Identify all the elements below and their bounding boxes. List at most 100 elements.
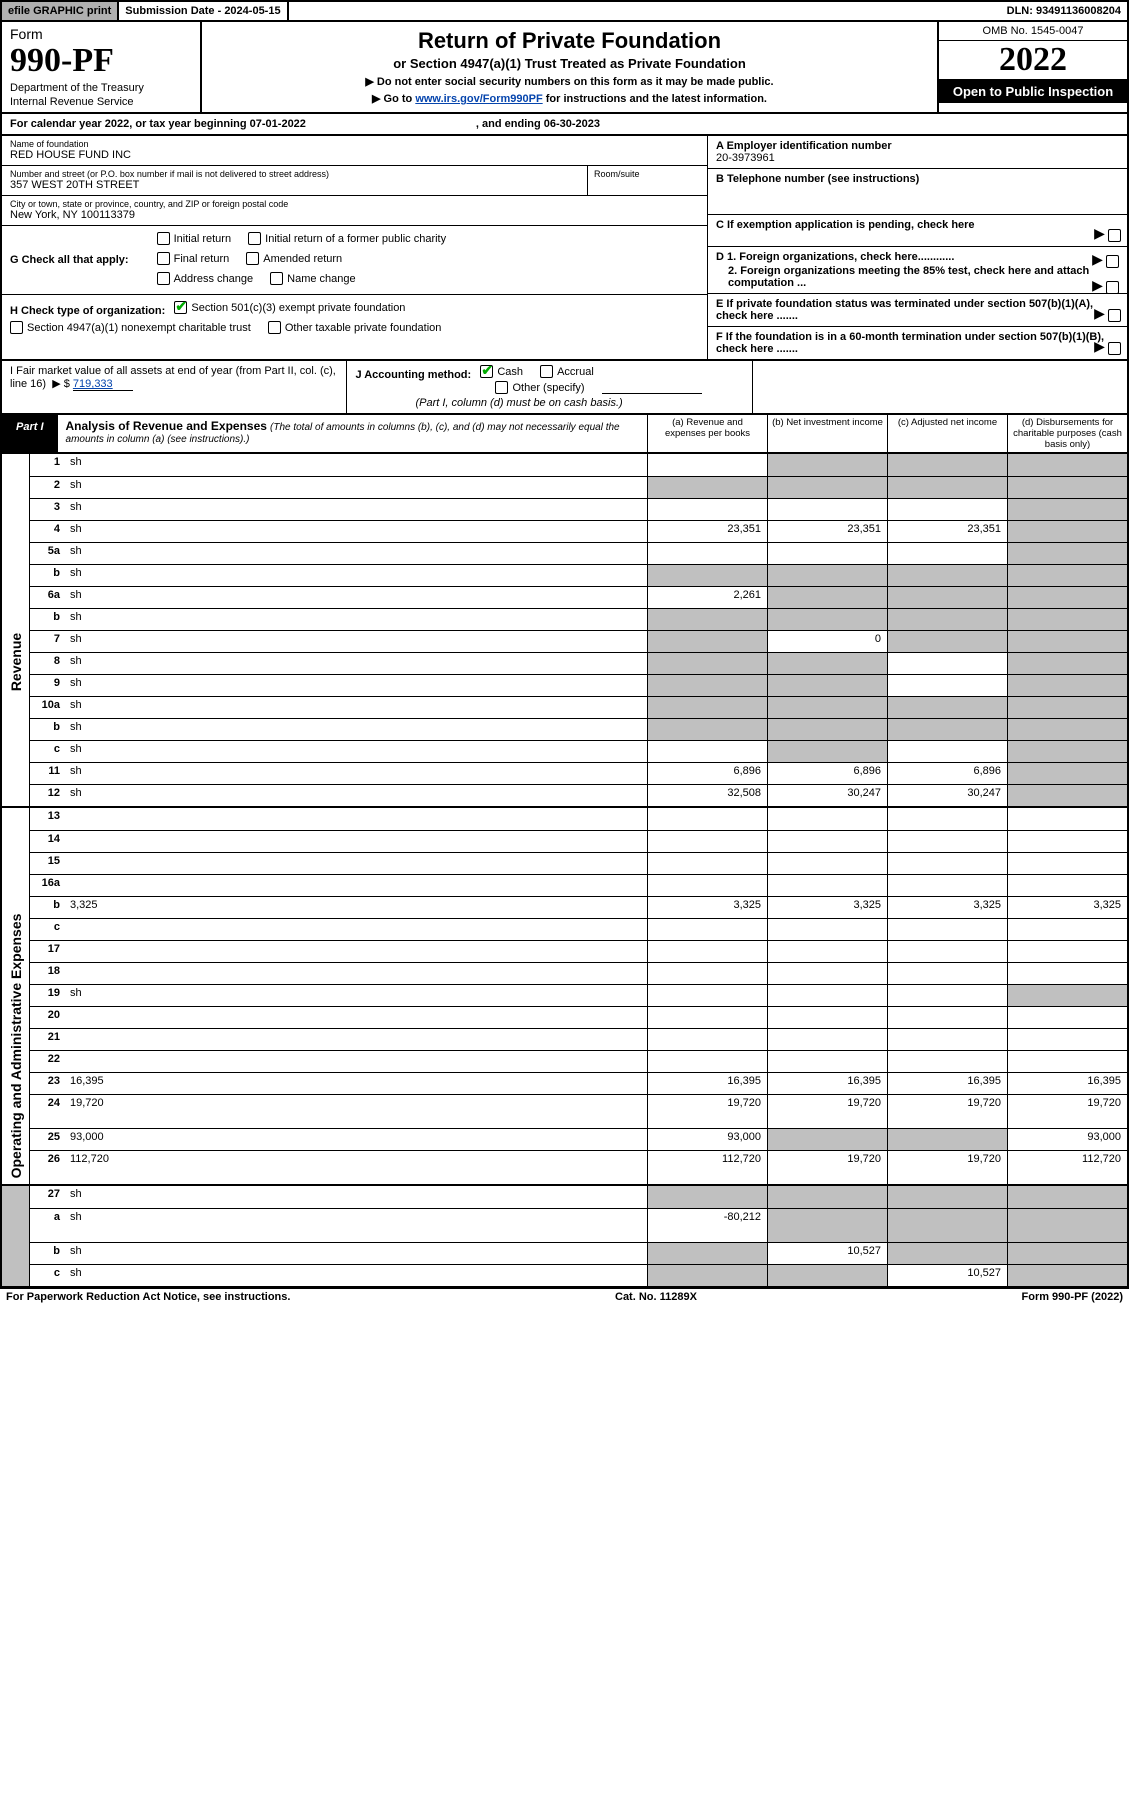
d1-checkbox[interactable] xyxy=(1106,255,1119,268)
address-change-checkbox[interactable] xyxy=(157,272,170,285)
line-number: 4 xyxy=(30,521,66,542)
ein-label: A Employer identification number xyxy=(716,140,892,152)
cell-b: 23,351 xyxy=(767,521,887,542)
4947a1-checkbox[interactable] xyxy=(10,321,23,334)
line-number: 10a xyxy=(30,697,66,718)
cell-a xyxy=(647,1243,767,1264)
cell-c xyxy=(887,741,1007,762)
f-checkbox[interactable] xyxy=(1108,342,1121,355)
room-label: Room/suite xyxy=(594,169,701,179)
cell-d xyxy=(1007,919,1127,940)
cal-end: , and ending 06-30-2023 xyxy=(476,118,600,130)
table-row: csh10,527 xyxy=(30,1264,1127,1286)
initial-return-former-checkbox[interactable] xyxy=(248,232,261,245)
table-row: 13 xyxy=(30,808,1127,830)
cell-a xyxy=(647,963,767,984)
part1-badge: Part I xyxy=(2,415,58,452)
line-number: 19 xyxy=(30,985,66,1006)
cell-b xyxy=(767,1265,887,1286)
cell-a xyxy=(647,741,767,762)
line-number: 5a xyxy=(30,543,66,564)
cell-c xyxy=(887,565,1007,586)
line-number: 26 xyxy=(30,1151,66,1184)
501c3-label: Section 501(c)(3) exempt private foundat… xyxy=(191,302,405,314)
city-value: New York, NY 100113379 xyxy=(10,209,699,221)
cell-a: 23,351 xyxy=(647,521,767,542)
d2-checkbox[interactable] xyxy=(1106,281,1119,294)
table-row: 6ash2,261 xyxy=(30,586,1127,608)
cell-d xyxy=(1007,1007,1127,1028)
line-number: 27 xyxy=(30,1186,66,1208)
table-row: 2419,72019,72019,72019,72019,720 xyxy=(30,1094,1127,1128)
cell-d xyxy=(1007,1051,1127,1072)
line-description: sh xyxy=(66,609,647,630)
cell-c xyxy=(887,719,1007,740)
arrow-icon: ▶ xyxy=(1094,225,1105,241)
city-label: City or town, state or province, country… xyxy=(10,199,699,209)
final-return-checkbox[interactable] xyxy=(157,252,170,265)
cell-d: 19,720 xyxy=(1007,1095,1127,1128)
accrual-label: Accrual xyxy=(557,366,594,378)
cash-checkbox[interactable] xyxy=(480,365,493,378)
cell-a xyxy=(647,1051,767,1072)
line-description: sh xyxy=(66,1243,647,1264)
cell-d: 16,395 xyxy=(1007,1073,1127,1094)
cell-d xyxy=(1007,831,1127,852)
efile-button[interactable]: efile GRAPHIC print xyxy=(2,2,119,20)
501c3-checkbox[interactable] xyxy=(174,301,187,314)
cell-b xyxy=(767,1051,887,1072)
cell-a: 93,000 xyxy=(647,1129,767,1150)
address-label: Number and street (or P.O. box number if… xyxy=(10,169,579,179)
cell-b xyxy=(767,1029,887,1050)
name-change-checkbox[interactable] xyxy=(270,272,283,285)
cell-a xyxy=(647,697,767,718)
cell-a xyxy=(647,565,767,586)
other-method-checkbox[interactable] xyxy=(495,381,508,394)
footer-cat: Cat. No. 11289X xyxy=(615,1291,697,1303)
cell-c xyxy=(887,808,1007,830)
table-row: bsh xyxy=(30,718,1127,740)
cell-c xyxy=(887,963,1007,984)
line-number: 3 xyxy=(30,499,66,520)
cell-b xyxy=(767,1129,887,1150)
line-number: 11 xyxy=(30,763,66,784)
part1-title: Analysis of Revenue and Expenses xyxy=(66,419,267,433)
table-row: 9sh xyxy=(30,674,1127,696)
cell-c xyxy=(887,853,1007,874)
form-label: Form xyxy=(10,26,192,42)
other-taxable-checkbox[interactable] xyxy=(268,321,281,334)
line-number: 20 xyxy=(30,1007,66,1028)
initial-return-checkbox[interactable] xyxy=(157,232,170,245)
cell-a xyxy=(647,1186,767,1208)
table-row: csh xyxy=(30,740,1127,762)
cell-b xyxy=(767,609,887,630)
cell-c: 6,896 xyxy=(887,763,1007,784)
line-number: 9 xyxy=(30,675,66,696)
accrual-checkbox[interactable] xyxy=(540,365,553,378)
instructions-link[interactable]: www.irs.gov/Form990PF xyxy=(415,93,542,105)
submission-date: Submission Date - 2024-05-15 xyxy=(119,2,288,20)
line-number: 1 xyxy=(30,454,66,476)
page-footer: For Paperwork Reduction Act Notice, see … xyxy=(0,1288,1129,1305)
cell-a xyxy=(647,653,767,674)
e-checkbox[interactable] xyxy=(1108,309,1121,322)
cell-b: 0 xyxy=(767,631,887,652)
arrow-icon: ▶ xyxy=(1094,338,1105,354)
line-description xyxy=(66,963,647,984)
address-value: 357 WEST 20TH STREET xyxy=(10,179,579,191)
calendar-year-row: For calendar year 2022, or tax year begi… xyxy=(0,114,1129,136)
line-number: 25 xyxy=(30,1129,66,1150)
cell-d xyxy=(1007,521,1127,542)
ein-value: 20-3973961 xyxy=(716,152,775,164)
cell-d xyxy=(1007,609,1127,630)
bottom-table: 27shash-80,212bsh10,527csh10,527 xyxy=(0,1186,1129,1288)
table-row: 27sh xyxy=(30,1186,1127,1208)
cell-c xyxy=(887,609,1007,630)
cell-b xyxy=(767,1186,887,1208)
amended-return-checkbox[interactable] xyxy=(246,252,259,265)
table-row: 10ash xyxy=(30,696,1127,718)
cell-c: 10,527 xyxy=(887,1265,1007,1286)
table-row: ash-80,212 xyxy=(30,1208,1127,1242)
c-checkbox[interactable] xyxy=(1108,229,1121,242)
cell-b xyxy=(767,697,887,718)
